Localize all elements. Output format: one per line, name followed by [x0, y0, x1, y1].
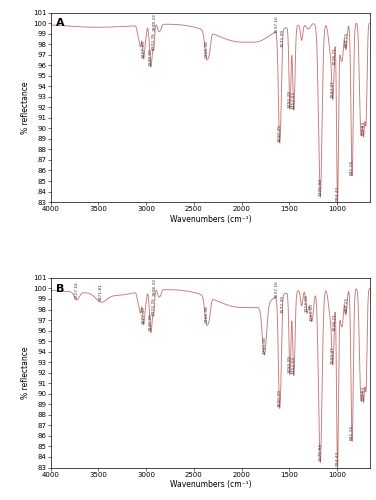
- Text: 722.94: 722.94: [361, 386, 365, 402]
- Text: 1493.39: 1493.39: [288, 90, 292, 108]
- Y-axis label: % reflectance: % reflectance: [21, 81, 30, 134]
- Text: 2922.76: 2922.76: [152, 298, 156, 316]
- Text: 1028.71: 1028.71: [332, 48, 336, 66]
- Text: 1043.47: 1043.47: [331, 80, 335, 98]
- Text: 3027.43: 3027.43: [141, 40, 146, 58]
- Text: 1175.94: 1175.94: [318, 178, 322, 196]
- Text: B: B: [56, 284, 64, 294]
- Text: 841.15: 841.15: [350, 160, 354, 174]
- Text: 2948.88: 2948.88: [149, 314, 153, 332]
- Text: 3027.43: 3027.43: [141, 306, 146, 324]
- Text: 1493.39: 1493.39: [288, 356, 292, 374]
- Text: 1028.71: 1028.71: [332, 313, 336, 330]
- Text: 2908.33: 2908.33: [153, 278, 157, 296]
- Text: A: A: [56, 18, 64, 28]
- Text: 902.25: 902.25: [344, 297, 348, 312]
- Text: 1263.50: 1263.50: [310, 302, 314, 320]
- Text: 722.94: 722.94: [361, 121, 365, 136]
- Text: 994.43: 994.43: [335, 452, 340, 466]
- Text: 2368.98: 2368.98: [205, 40, 208, 58]
- Text: 1572.39: 1572.39: [280, 30, 284, 48]
- Text: 1314.68: 1314.68: [305, 294, 309, 312]
- X-axis label: Wavenumbers (cm⁻¹): Wavenumbers (cm⁻¹): [170, 215, 252, 224]
- Text: 994.43: 994.43: [335, 186, 340, 201]
- Text: 3471.81: 3471.81: [99, 284, 103, 301]
- Text: 1043.47: 1043.47: [331, 346, 335, 364]
- Text: 1175.94: 1175.94: [318, 443, 322, 461]
- Text: 2368.98: 2368.98: [205, 305, 208, 323]
- Text: 1452.03: 1452.03: [292, 356, 296, 374]
- X-axis label: Wavenumbers (cm⁻¹): Wavenumbers (cm⁻¹): [170, 480, 252, 490]
- Text: 1600.29: 1600.29: [278, 390, 282, 407]
- Text: 1572.39: 1572.39: [280, 295, 284, 313]
- Text: 1637.16: 1637.16: [274, 15, 278, 33]
- Text: 841.15: 841.15: [350, 425, 354, 440]
- Text: 2948.88: 2948.88: [149, 48, 153, 66]
- Text: 2922.76: 2922.76: [152, 32, 156, 50]
- Text: 1760.08: 1760.08: [262, 336, 267, 354]
- Text: 3727.16: 3727.16: [75, 281, 79, 299]
- Y-axis label: % reflectance: % reflectance: [21, 346, 30, 399]
- Text: 1452.03: 1452.03: [292, 91, 296, 109]
- Text: 1600.29: 1600.29: [278, 124, 282, 142]
- Text: 2908.33: 2908.33: [153, 13, 157, 31]
- Text: 1637.16: 1637.16: [274, 280, 278, 298]
- Text: 902.25: 902.25: [344, 32, 348, 47]
